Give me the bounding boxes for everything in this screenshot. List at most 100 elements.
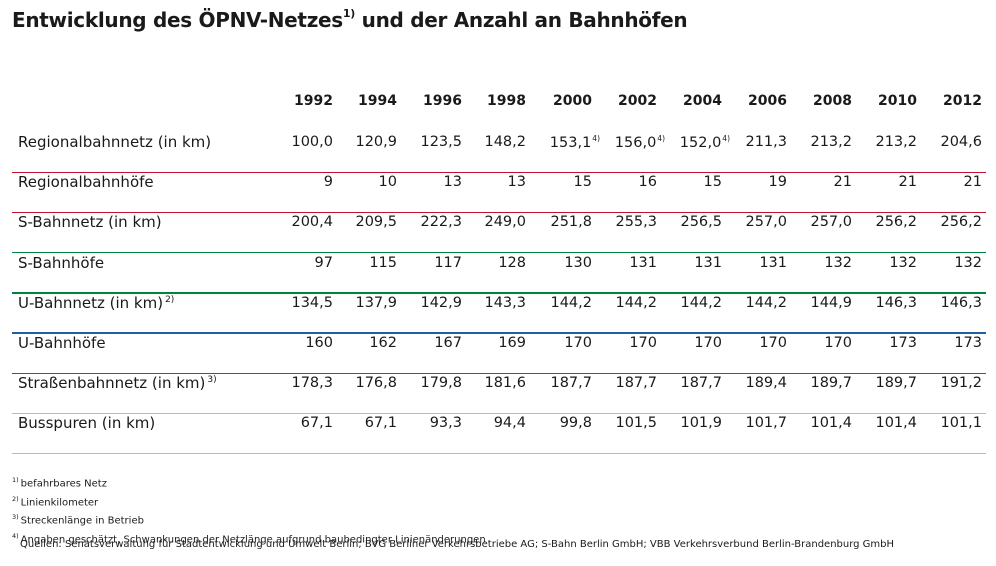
footnote-marker: 2)	[165, 294, 175, 305]
cell-value: 115	[369, 254, 397, 271]
table-cell: 255,3	[597, 214, 657, 230]
table-cell: 211,3	[727, 134, 787, 150]
title-text: Entwicklung des ÖPNV-Netzes	[12, 8, 343, 32]
cell-value: 209,5	[355, 214, 397, 231]
year-header-1998: 1998	[487, 93, 526, 109]
cell-value: 256,2	[940, 214, 982, 231]
cell-value: 13	[443, 174, 462, 191]
table-cell: 148,2	[466, 134, 526, 150]
row-label-text: Busspuren (in km)	[18, 414, 156, 433]
cell-value: 160	[305, 335, 333, 351]
cell-value: 152,0	[679, 134, 722, 151]
cell-value: 179,8	[420, 375, 462, 392]
table-cell: 173	[857, 335, 917, 351]
row-label-text: S-Bahnhöfe	[18, 253, 105, 272]
cell-value: 120,9	[355, 134, 397, 150]
cell-value: 131	[694, 254, 722, 271]
cell-value: 153,1	[549, 134, 592, 151]
cell-value: 94,4	[493, 415, 526, 432]
year-header-row: 1992 1994 1996 1998 2000 2002 2004 2006 2008 2010…	[0, 93, 996, 115]
cell-value: 21	[833, 174, 852, 191]
row-separator-line	[12, 251, 986, 254]
table-cell: 97	[273, 255, 333, 271]
cell-value: 101,1	[940, 415, 982, 432]
footnote-marker: 3)	[207, 375, 217, 386]
table-cell: 153,14)	[540, 134, 600, 151]
table-cell: 251,8	[532, 214, 592, 230]
table-cell: 132	[922, 255, 982, 271]
table-cell: 256,5	[662, 214, 722, 230]
row-label: Busspuren (in km)	[18, 414, 155, 432]
cell-value: 137,9	[355, 294, 397, 311]
table-cell: 187,7	[532, 375, 592, 391]
table-cell: 21	[922, 174, 982, 190]
row-label: Regionalbahnhöfe	[18, 173, 154, 191]
table-cell: 67,1	[273, 415, 333, 431]
row-separator-line	[12, 412, 986, 415]
cell-value: 101,4	[875, 415, 917, 432]
cell-value: 144,2	[680, 294, 722, 311]
cell-value: 10	[378, 174, 397, 191]
cell-value: 9	[323, 174, 333, 191]
table-cell: 213,2	[792, 134, 852, 150]
table-cell: 162	[337, 335, 397, 351]
cell-value: 146,3	[940, 294, 982, 311]
cell-value: 200,4	[291, 214, 333, 231]
cell-value: 67,1	[364, 415, 397, 432]
table-cell: 160	[273, 335, 333, 351]
cell-value: 189,7	[875, 375, 917, 392]
footnote-marker: 3)	[12, 513, 19, 522]
table-cell: 134,5	[273, 295, 333, 311]
cell-value: 144,2	[615, 294, 657, 311]
year-header-1996: 1996	[423, 93, 462, 109]
cell-value: 170	[824, 335, 852, 351]
table-title: Entwicklung des ÖPNV-Netzes1) und der An…	[12, 7, 688, 32]
footnote-marker: 4)	[592, 134, 600, 143]
table-cell: 146,3	[922, 295, 982, 311]
row-label: S-Bahnnetz (in km)	[18, 213, 162, 231]
cell-value: 176,8	[355, 375, 397, 392]
cell-value: 146,3	[875, 294, 917, 311]
cell-value: 123,5	[420, 134, 462, 150]
cell-value: 21	[898, 174, 917, 191]
table-cell: 131	[727, 255, 787, 271]
cell-value: 101,7	[745, 415, 787, 432]
table-cell: 256,2	[922, 214, 982, 230]
table-cell: 178,3	[273, 375, 333, 391]
table-cell: 146,3	[857, 295, 917, 311]
year-header-2012: 2012	[943, 93, 982, 109]
cell-value: 170	[629, 335, 657, 351]
cell-value: 93,3	[429, 415, 462, 432]
table-cell: 101,5	[597, 415, 657, 431]
cell-value: 257,0	[810, 214, 852, 231]
table-cell: 15	[662, 174, 722, 190]
table-cell: 144,9	[792, 295, 852, 311]
footnote-text: Linienkilometer	[20, 496, 99, 508]
cell-value: 204,6	[940, 134, 982, 150]
row-label: U-Bahnhöfe	[18, 334, 106, 352]
table-cell: 170	[597, 335, 657, 351]
cell-value: 134,5	[291, 294, 333, 311]
footnote: 1) befahrbares Netz	[12, 473, 486, 492]
table-cell: 21	[857, 174, 917, 190]
cell-value: 13	[507, 174, 526, 191]
cell-value: 213,2	[875, 134, 917, 150]
row-separator-line	[12, 372, 986, 374]
year-header-2008: 2008	[813, 93, 852, 109]
table-cell: 13	[402, 174, 462, 190]
table-cell: 256,2	[857, 214, 917, 230]
footnote: 4) Angaben geschätzt, Schwankungen der Ne…	[12, 529, 486, 548]
row-label-text: U-Bahnnetz (in km)	[18, 293, 164, 312]
footnote: 2) Linienkilometer	[12, 492, 486, 511]
year-header-2000: 2000	[553, 93, 592, 109]
table-cell: 142,9	[402, 295, 462, 311]
cell-value: 178,3	[291, 375, 333, 392]
cell-value: 211,3	[745, 134, 787, 150]
cell-value: 15	[573, 174, 592, 191]
table-cell: 257,0	[792, 214, 852, 230]
table-cell: 170	[727, 335, 787, 351]
table-cell: 170	[792, 335, 852, 351]
table-cell: 181,6	[466, 375, 526, 391]
table-row: Regionalbahnhöfe 9 10 13 13 15 16 15 19 21 21 21	[12, 173, 986, 214]
row-label: S-Bahnhöfe	[18, 254, 104, 272]
